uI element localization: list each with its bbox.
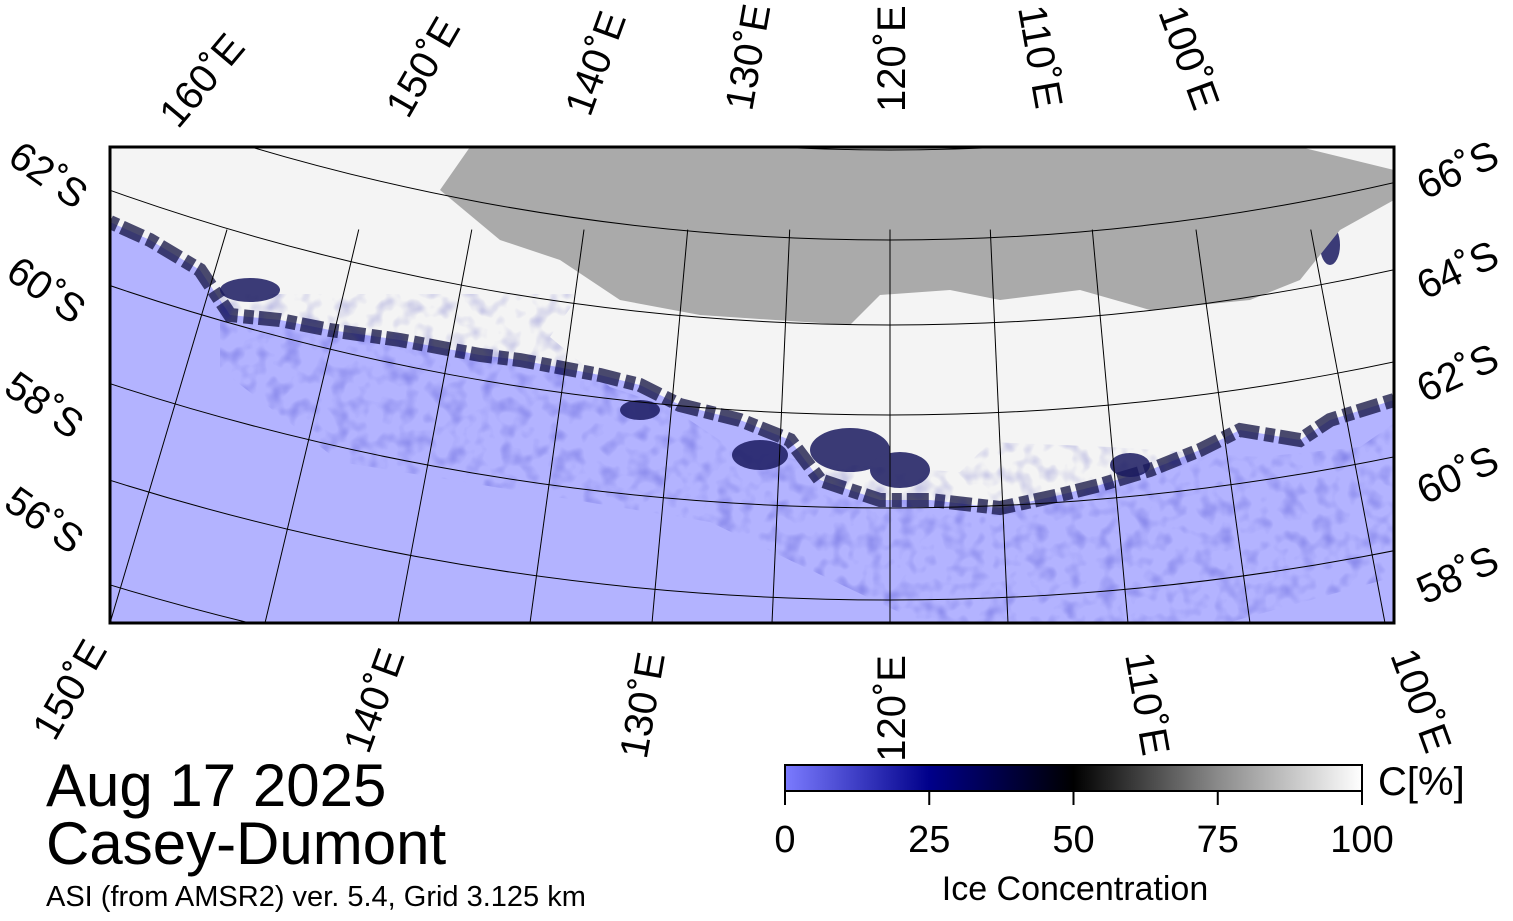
land	[440, 147, 1394, 325]
lat-label: 58˚S	[0, 363, 91, 448]
colorbar-ticks: 0 25 50 75 100	[774, 791, 1394, 861]
colorbar-tick-label: 50	[1052, 819, 1094, 861]
lat-label: 62˚S	[1, 133, 95, 218]
lon-label: 140˚E	[557, 6, 635, 121]
lon-label: 130˚E	[718, 1, 780, 114]
meridian	[1310, 229, 1386, 623]
colorbar	[784, 764, 1363, 792]
dark-ice-patches	[220, 225, 1340, 488]
region-title: Casey-Dumont	[46, 810, 446, 877]
lat-label: 62˚S	[1410, 336, 1505, 412]
lon-label: 130˚E	[612, 649, 674, 762]
meridian	[529, 229, 585, 623]
meridian	[771, 229, 791, 623]
colorbar-label: Ice Concentration	[942, 870, 1209, 908]
lon-label: 140˚E	[336, 643, 414, 758]
meridian	[1091, 229, 1129, 623]
lon-label: 150˚E	[24, 633, 115, 747]
lon-label: 150˚E	[378, 10, 469, 124]
meridian	[397, 229, 473, 623]
meridian	[1195, 229, 1251, 623]
colorbar-tick-label: 100	[1330, 819, 1393, 861]
meridian	[110, 229, 228, 623]
lon-label: 120˚E	[870, 655, 914, 762]
lat-label: 56˚S	[0, 478, 91, 563]
lon-label: 120˚E	[870, 5, 914, 112]
lat-label: 60˚S	[1410, 438, 1505, 514]
lon-label: 100˚E	[1382, 643, 1460, 758]
lat-label: 66˚S	[1410, 133, 1505, 209]
date-title: Aug 17 2025	[46, 752, 386, 819]
lon-label: 160˚E	[151, 26, 253, 136]
colorbar-tick-label: 25	[908, 819, 950, 861]
lat-label: 58˚S	[1410, 538, 1505, 614]
lat-label: 64˚S	[1410, 233, 1505, 309]
meridian	[989, 229, 1009, 623]
lat-label: 60˚S	[0, 248, 93, 333]
lon-label: 110˚E	[1116, 649, 1177, 759]
meridian	[264, 229, 360, 623]
lon-label: 100˚E	[1150, 0, 1228, 115]
source-note: ASI (from AMSR2) ver. 5.4, Grid 3.125 km	[46, 881, 586, 913]
lon-label: 110˚E	[1009, 2, 1070, 112]
colorbar-tick-label: 75	[1197, 819, 1239, 861]
map-frame	[108, 145, 1396, 625]
colorbar-tick-label: 0	[774, 819, 795, 861]
meridian	[651, 229, 689, 623]
colorbar-unit: C[%]	[1378, 760, 1465, 804]
